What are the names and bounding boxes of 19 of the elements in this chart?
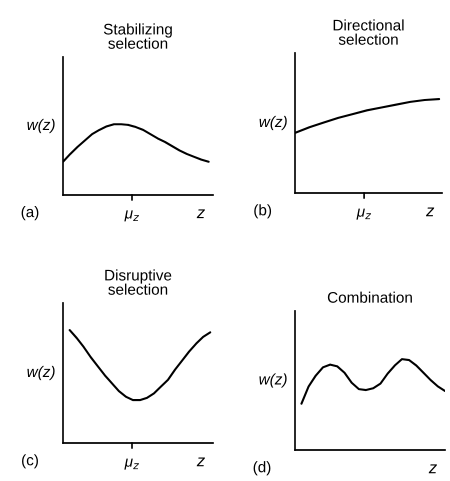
x-axis-title: z: [196, 457, 205, 466]
y-axis-title: w(z): [259, 373, 287, 388]
chart-title: Combination: [328, 292, 412, 303]
y-axis-title: w(z): [27, 118, 55, 134]
text: (b): [254, 204, 272, 218]
x-axis-title: z: [196, 209, 205, 218]
text: μ$_{z}$: [124, 458, 139, 470]
text: (a): [22, 206, 38, 220]
text: (c): [22, 454, 38, 468]
x-axis-title: z: [426, 207, 434, 216]
chart-title: Stabilizing selection: [104, 23, 172, 49]
y-axis-title: w(z): [260, 116, 287, 130]
text: μ$_{z}$: [124, 210, 139, 222]
chart-title: Directional selection: [334, 19, 404, 45]
y-axis-title: w(z): [27, 366, 55, 380]
chart-title: Disruptive selection: [105, 269, 172, 295]
text: (d): [254, 461, 270, 476]
text: μ$_{z}$: [356, 208, 372, 220]
x-axis-title: z: [428, 464, 437, 474]
